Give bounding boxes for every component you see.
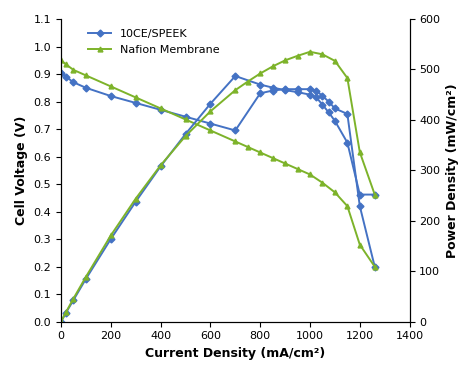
- 10CE/SPEEK: [182, 114, 188, 119]
- 10CE/SPEEK: [71, 80, 76, 84]
- 10CE/SPEEK: [208, 122, 213, 126]
- Nafion Membrane: [307, 172, 313, 177]
- Nafion Membrane: [108, 84, 114, 88]
- Nafion Membrane: [332, 190, 338, 195]
- Nafion Membrane: [257, 150, 263, 155]
- 10CE/SPEEK: [63, 75, 69, 79]
- Nafion Membrane: [133, 95, 138, 100]
- 10CE/SPEEK: [372, 264, 378, 269]
- 10CE/SPEEK: [295, 87, 301, 92]
- Nafion Membrane: [282, 161, 288, 166]
- Nafion Membrane: [357, 242, 363, 247]
- 10CE/SPEEK: [326, 99, 331, 104]
- Nafion Membrane: [319, 180, 325, 185]
- Line: Nafion Membrane: Nafion Membrane: [59, 58, 377, 269]
- 10CE/SPEEK: [332, 106, 338, 111]
- Nafion Membrane: [295, 167, 301, 171]
- Nafion Membrane: [372, 264, 378, 269]
- Nafion Membrane: [158, 106, 164, 111]
- 10CE/SPEEK: [319, 94, 325, 98]
- Nafion Membrane: [71, 68, 76, 72]
- 10CE/SPEEK: [313, 88, 319, 93]
- 10CE/SPEEK: [307, 87, 313, 92]
- Legend: 10CE/SPEEK, Nafion Membrane: 10CE/SPEEK, Nafion Membrane: [84, 24, 224, 59]
- Nafion Membrane: [208, 128, 213, 133]
- Nafion Membrane: [345, 204, 350, 209]
- 10CE/SPEEK: [345, 112, 350, 116]
- 10CE/SPEEK: [270, 88, 275, 93]
- 10CE/SPEEK: [257, 91, 263, 96]
- Nafion Membrane: [270, 156, 275, 160]
- Nafion Membrane: [83, 73, 89, 78]
- Nafion Membrane: [245, 145, 251, 149]
- 10CE/SPEEK: [232, 128, 238, 133]
- 10CE/SPEEK: [108, 94, 114, 98]
- Nafion Membrane: [232, 139, 238, 144]
- 10CE/SPEEK: [158, 108, 164, 112]
- 10CE/SPEEK: [357, 204, 363, 209]
- 10CE/SPEEK: [58, 70, 64, 75]
- 10CE/SPEEK: [83, 86, 89, 90]
- Line: 10CE/SPEEK: 10CE/SPEEK: [59, 70, 377, 269]
- Nafion Membrane: [58, 58, 64, 63]
- Y-axis label: Power Density (mW/cm²): Power Density (mW/cm²): [446, 83, 459, 258]
- X-axis label: Current Density (mA/cm²): Current Density (mA/cm²): [145, 347, 326, 360]
- Y-axis label: Cell Voltage (V): Cell Voltage (V): [15, 116, 28, 225]
- Nafion Membrane: [182, 117, 188, 122]
- 10CE/SPEEK: [282, 87, 288, 92]
- Nafion Membrane: [63, 62, 69, 67]
- 10CE/SPEEK: [133, 100, 138, 105]
